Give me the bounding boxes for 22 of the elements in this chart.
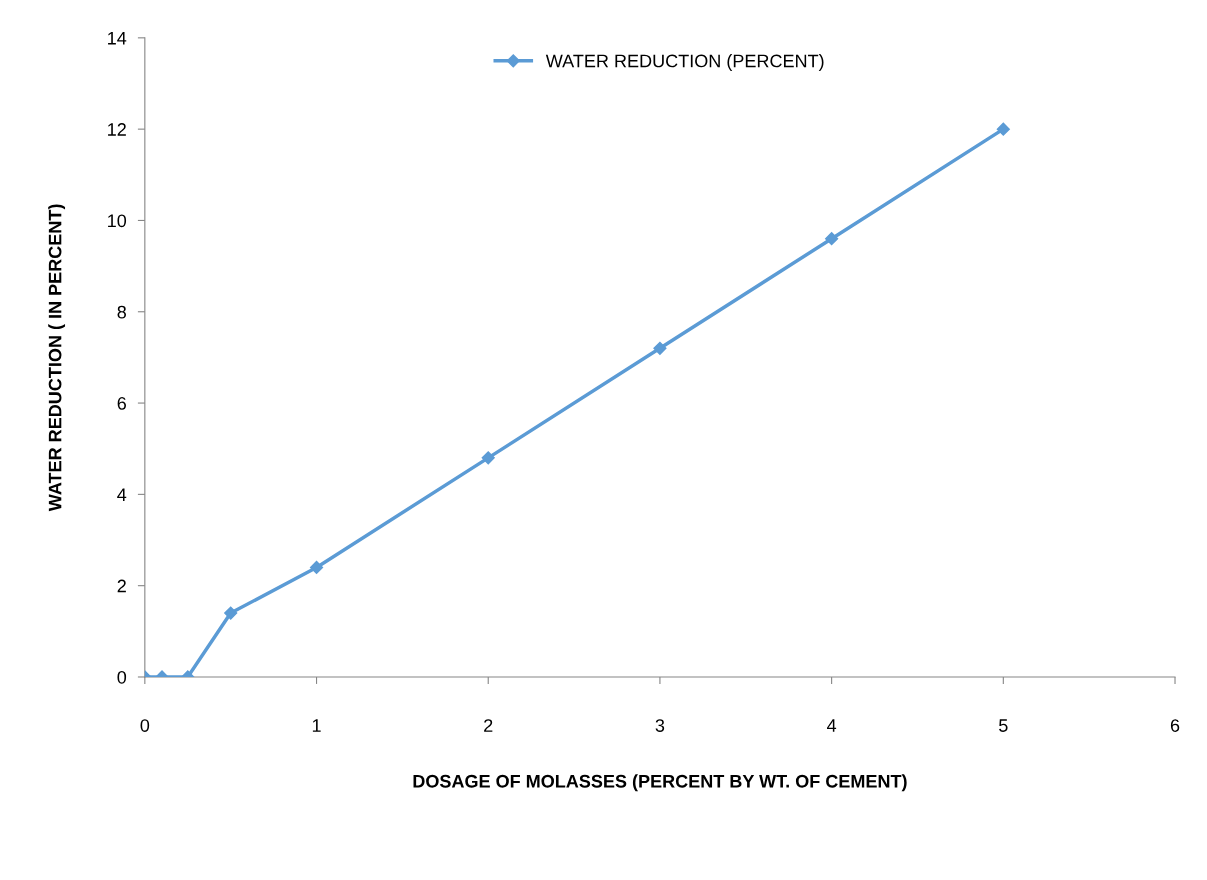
y-tick-label: 2 [117, 579, 126, 593]
y-tick-label: 0 [117, 670, 127, 684]
x-tick-label: 6 [1170, 719, 1180, 732]
legend-label: WATER REDUCTION (PERCENT) [545, 54, 824, 71]
point [481, 451, 495, 465]
y-tick-label: 8 [117, 305, 126, 319]
y-axis-title: WATER REDUCTION ( IN PERCENT) [48, 204, 66, 512]
x-tick-label: 0 [140, 719, 150, 732]
point [996, 122, 1010, 136]
y-tick-label: 12 [108, 123, 126, 136]
x-tick-label: 5 [999, 719, 1008, 732]
x-tick-label: 4 [827, 719, 837, 732]
y-tick-label: 14 [108, 31, 127, 45]
point [825, 232, 839, 246]
x-tick-label: 1 [312, 719, 321, 732]
x-axis-title: DOSAGE OF MOLASSES (PERCENT BY WT. OF CEMENT) [413, 774, 907, 792]
point [653, 341, 667, 355]
y-tick-label: 6 [117, 397, 126, 410]
y-tick-label: 4 [117, 488, 127, 501]
x-tick-label: 3 [655, 719, 665, 732]
x-tick-label: 2 [484, 719, 493, 732]
y-tick-label: 10 [108, 214, 127, 228]
